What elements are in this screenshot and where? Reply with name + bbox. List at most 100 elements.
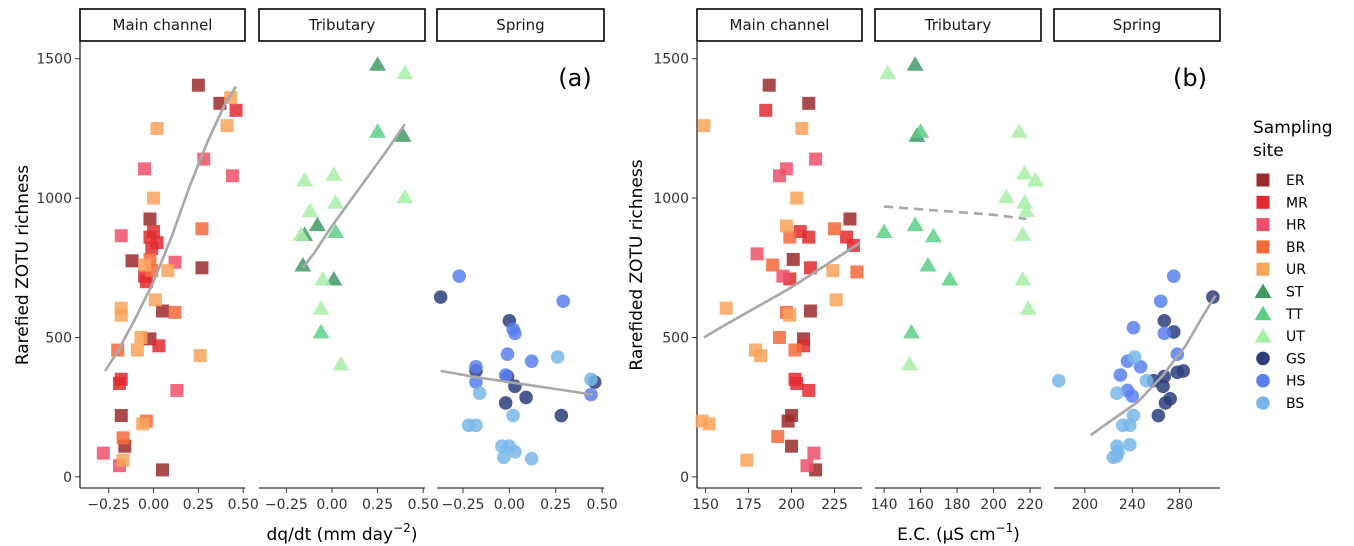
point-hs [469,359,483,374]
facet-strip [258,8,426,42]
legend-label: HR [1286,218,1307,234]
point-mr [145,241,159,255]
facet-strip-label: Main channel [113,16,213,34]
point-er [195,261,209,275]
point-er [785,439,799,453]
facet-strip [1053,8,1221,42]
legend-marker-gs [1256,351,1270,366]
point-er [843,212,857,226]
point-tt [912,123,930,138]
point-st [369,56,387,71]
x-tick-label: 0.50 [408,497,439,513]
point-hr [96,446,110,460]
x-tick-label: 180 [944,497,971,513]
legend-item-bs: BS [1256,396,1304,412]
point-gs [1206,290,1220,304]
point-bs [1110,386,1124,401]
point-ut [1014,270,1032,286]
point-br [773,330,786,344]
point-ut [396,64,414,80]
point-ut [396,188,414,204]
x-tick-label: 200 [778,497,805,513]
point-ur [719,301,733,315]
point-er [803,304,817,318]
x-tick-label: 0.00 [316,497,347,513]
panel-b: 0 500 1000 1500 Rarefided ZOTU richness Main … [627,8,1221,545]
x-tick-label: 200 [1071,497,1098,513]
point-hs [1166,269,1181,283]
trend-line [440,369,594,396]
legend-marker-er [1256,173,1270,187]
facet-spring: Spring 200 240 280 [1051,8,1221,513]
y-tick-label: 500 [45,330,72,346]
point-ur [740,453,754,467]
point-hr [809,152,823,166]
point-ur [150,121,164,135]
facet-strip [696,8,863,42]
point-ut [901,355,919,371]
point-hs [508,326,522,341]
x-tick-label: 0.25 [362,497,393,513]
point-ur [136,417,150,431]
point-hr [807,446,821,460]
point-ut [1017,202,1035,218]
point-ut [1014,226,1032,241]
point-br [168,305,182,319]
legend-item-hs: HS [1256,374,1306,390]
point-br [771,429,785,443]
point-hs [498,368,513,382]
point-ur [148,293,162,307]
legend-label: BS [1286,396,1304,412]
legend-label: ST [1286,285,1304,301]
point-gs [519,390,533,405]
x-tick-label: 0.25 [540,497,571,513]
point-mr [229,103,243,117]
point-gs [1170,365,1185,380]
point-tt [941,270,959,286]
point-ur [783,308,797,322]
point-er [786,252,800,266]
point-st [325,270,343,286]
facet-main-channel: Main channel −0.25 0.00 0.25 0.50 [79,8,259,513]
point-tt [327,223,345,239]
point-ut [1016,194,1034,209]
point-bs [497,450,511,465]
point-bs [1110,449,1124,463]
point-bs [1127,350,1142,364]
point-ur [161,264,175,278]
legend-label: ER [1286,173,1305,189]
point-br [195,222,209,236]
point-hr [170,383,184,397]
x-tick-label: 0.00 [494,497,525,513]
trend-line [1090,295,1217,437]
point-ur [116,453,130,467]
point-ur [826,264,840,278]
point-ut [1010,123,1028,138]
legend-item-er: ER [1256,173,1305,189]
point-ur [130,343,144,357]
point-gs [1157,313,1172,328]
x-tick-label: 0.25 [183,497,214,513]
y-tick-label: 1000 [653,191,689,207]
facet-strip-label: Tributary [924,16,992,34]
point-ur [754,349,768,363]
legend-item-ur: UR [1256,262,1306,278]
legend-marker-br [1256,240,1270,254]
point-ur [829,293,843,307]
panel-a: 0 500 1000 1500 Rarefied ZOTU richness Main c… [13,8,618,545]
x-tick-label: 225 [821,497,848,513]
point-gs [498,396,513,410]
legend-item-mr: MR [1256,195,1308,211]
point-tt [902,323,920,339]
point-bs [472,386,487,401]
point-ut [997,188,1015,204]
y-axis-title: Rarefied ZOTU richness [13,165,33,365]
point-ut [1019,300,1037,315]
panel-label: (a) [558,64,591,92]
x-tick-label: 0.50 [587,497,618,513]
point-ur [790,191,804,205]
point-hs [524,354,539,368]
point-ur [114,308,128,322]
point-er [156,463,169,477]
